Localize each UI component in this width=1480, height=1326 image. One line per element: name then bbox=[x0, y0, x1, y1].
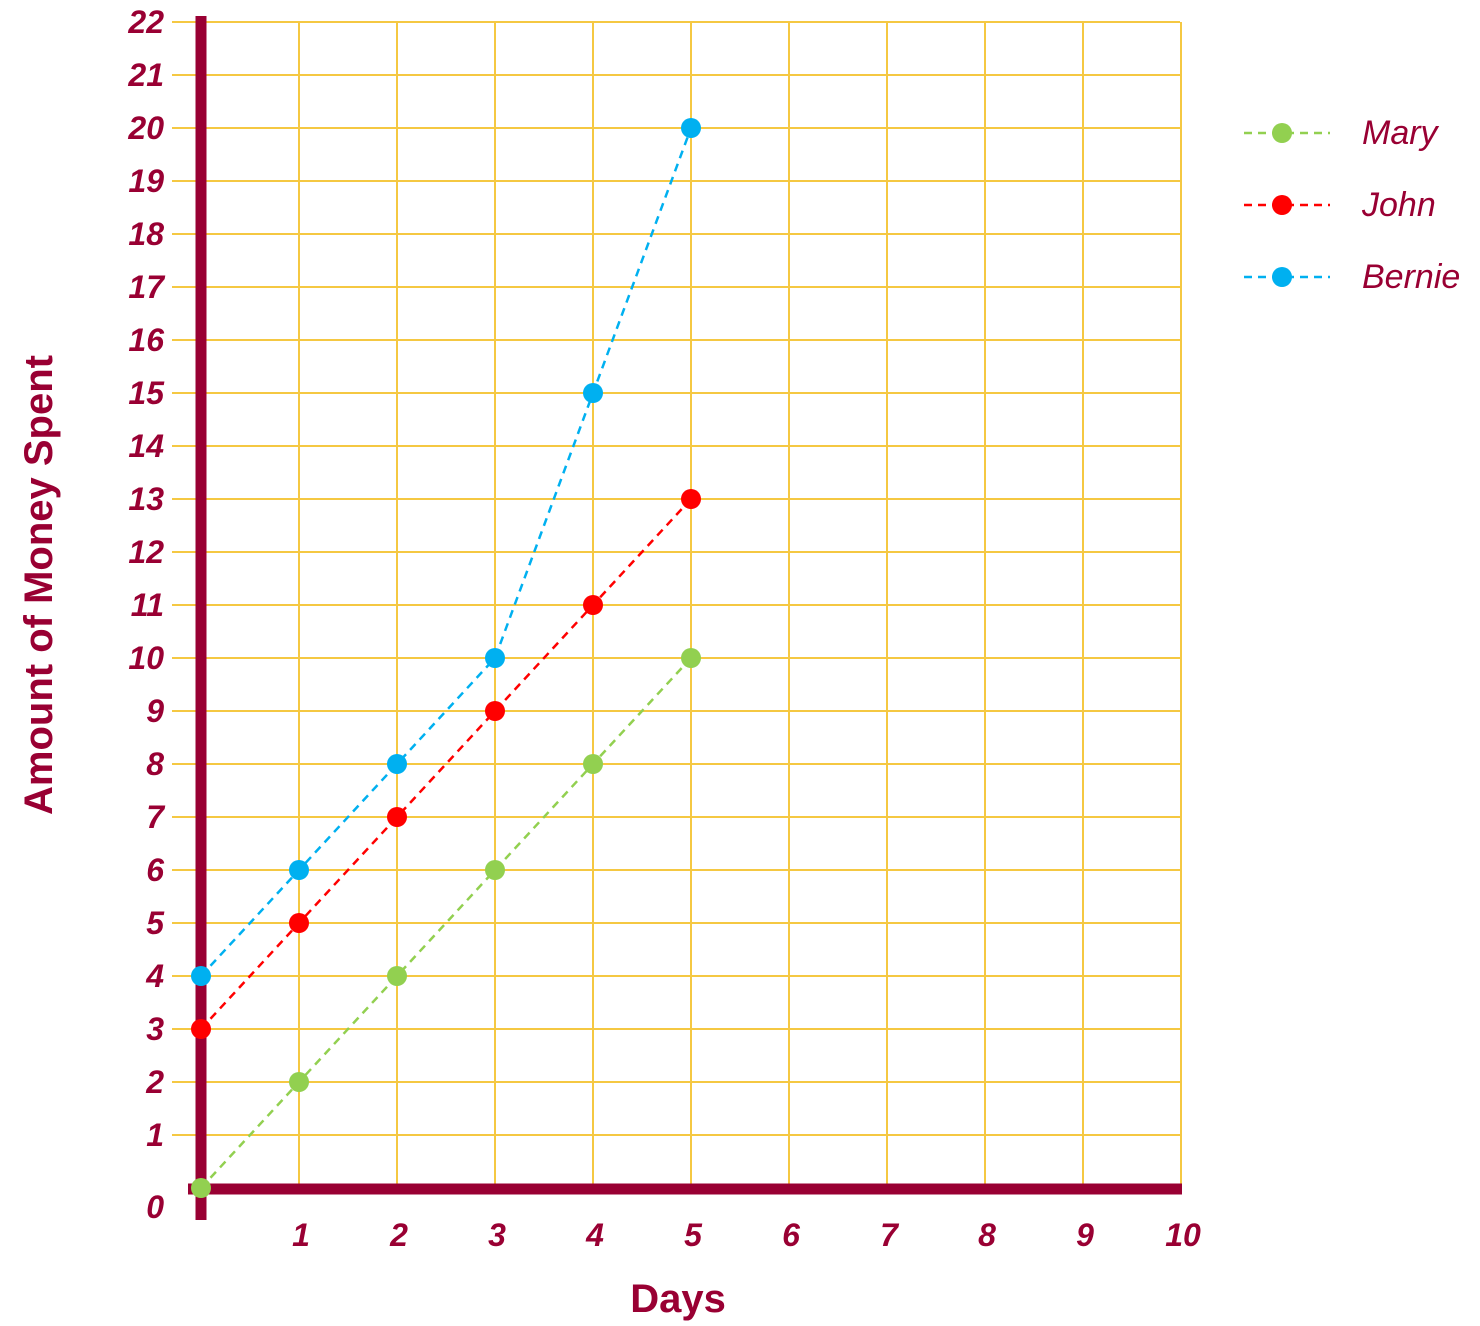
legend-label: John bbox=[1361, 186, 1436, 224]
x-tick-label: 5 bbox=[684, 1217, 703, 1253]
x-tick-label: 3 bbox=[488, 1217, 506, 1253]
y-tick-label: 14 bbox=[128, 428, 164, 464]
y-axis-title: Amount of Money Spent bbox=[17, 355, 61, 815]
data-point-mary bbox=[387, 966, 407, 986]
y-tick-label: 11 bbox=[131, 587, 164, 623]
y-tick-label: 4 bbox=[145, 958, 164, 994]
series-line-bernie bbox=[200, 127, 693, 977]
y-tick-label: 5 bbox=[146, 905, 165, 941]
y-tick-label: 15 bbox=[128, 375, 165, 411]
data-point-john bbox=[387, 807, 407, 827]
y-tick-label: 0 bbox=[146, 1189, 164, 1225]
legend-marker bbox=[1272, 195, 1292, 215]
y-tick-label: 21 bbox=[127, 57, 164, 93]
y-tick-label: 2 bbox=[145, 1064, 164, 1100]
x-tick-label: 7 bbox=[880, 1217, 900, 1253]
data-point-john bbox=[191, 1019, 211, 1039]
data-point-mary bbox=[583, 754, 603, 774]
x-axis-title: Days bbox=[630, 1277, 726, 1321]
data-point-bernie bbox=[681, 118, 701, 138]
legend-label: Mary bbox=[1362, 114, 1440, 152]
x-tick-label: 10 bbox=[1165, 1217, 1201, 1253]
x-tick-labels: 1 2 3 4 5 6 7 8 9 10 bbox=[292, 1217, 1201, 1253]
legend: Mary John Bernie bbox=[1244, 114, 1460, 296]
y-tick-label: 3 bbox=[146, 1011, 164, 1047]
y-tick-label: 22 bbox=[127, 4, 164, 40]
y-tick-label: 6 bbox=[146, 852, 164, 888]
data-point-mary bbox=[289, 1072, 309, 1092]
y-tick-label: 1 bbox=[146, 1117, 164, 1153]
x-tick-label: 9 bbox=[1076, 1217, 1094, 1253]
data-point-mary bbox=[681, 648, 701, 668]
y-tick-label: 18 bbox=[128, 216, 164, 252]
legend-marker bbox=[1272, 267, 1292, 287]
data-point-bernie bbox=[485, 648, 505, 668]
y-tick-label: 8 bbox=[146, 746, 164, 782]
y-tick-label: 19 bbox=[128, 163, 164, 199]
grid bbox=[172, 21, 1182, 1188]
data-point-bernie bbox=[583, 383, 603, 403]
data-point-john bbox=[681, 489, 701, 509]
x-tick-label: 8 bbox=[978, 1217, 996, 1253]
y-tick-label: 13 bbox=[128, 481, 164, 517]
data-point-bernie bbox=[387, 754, 407, 774]
y-tick-label: 10 bbox=[128, 640, 164, 676]
legend-label: Bernie bbox=[1362, 258, 1460, 296]
data-point-mary bbox=[485, 860, 505, 880]
y-tick-label: 12 bbox=[128, 534, 164, 570]
y-tick-label: 9 bbox=[146, 693, 164, 729]
data-point-john bbox=[583, 595, 603, 615]
x-tick-label: 6 bbox=[782, 1217, 800, 1253]
series bbox=[191, 118, 701, 1198]
data-point-mary bbox=[191, 1178, 211, 1198]
y-tick-label: 16 bbox=[128, 322, 164, 358]
data-point-john bbox=[289, 913, 309, 933]
x-tick-label: 1 bbox=[292, 1217, 310, 1253]
x-tick-label: 4 bbox=[585, 1217, 604, 1253]
data-point-bernie bbox=[289, 860, 309, 880]
data-point-bernie bbox=[191, 966, 211, 986]
y-tick-label: 20 bbox=[127, 110, 164, 146]
x-tick-label: 2 bbox=[389, 1217, 408, 1253]
legend-marker bbox=[1272, 123, 1292, 143]
y-tick-label: 17 bbox=[128, 269, 166, 305]
data-point-john bbox=[485, 701, 505, 721]
y-tick-label: 7 bbox=[146, 799, 166, 835]
